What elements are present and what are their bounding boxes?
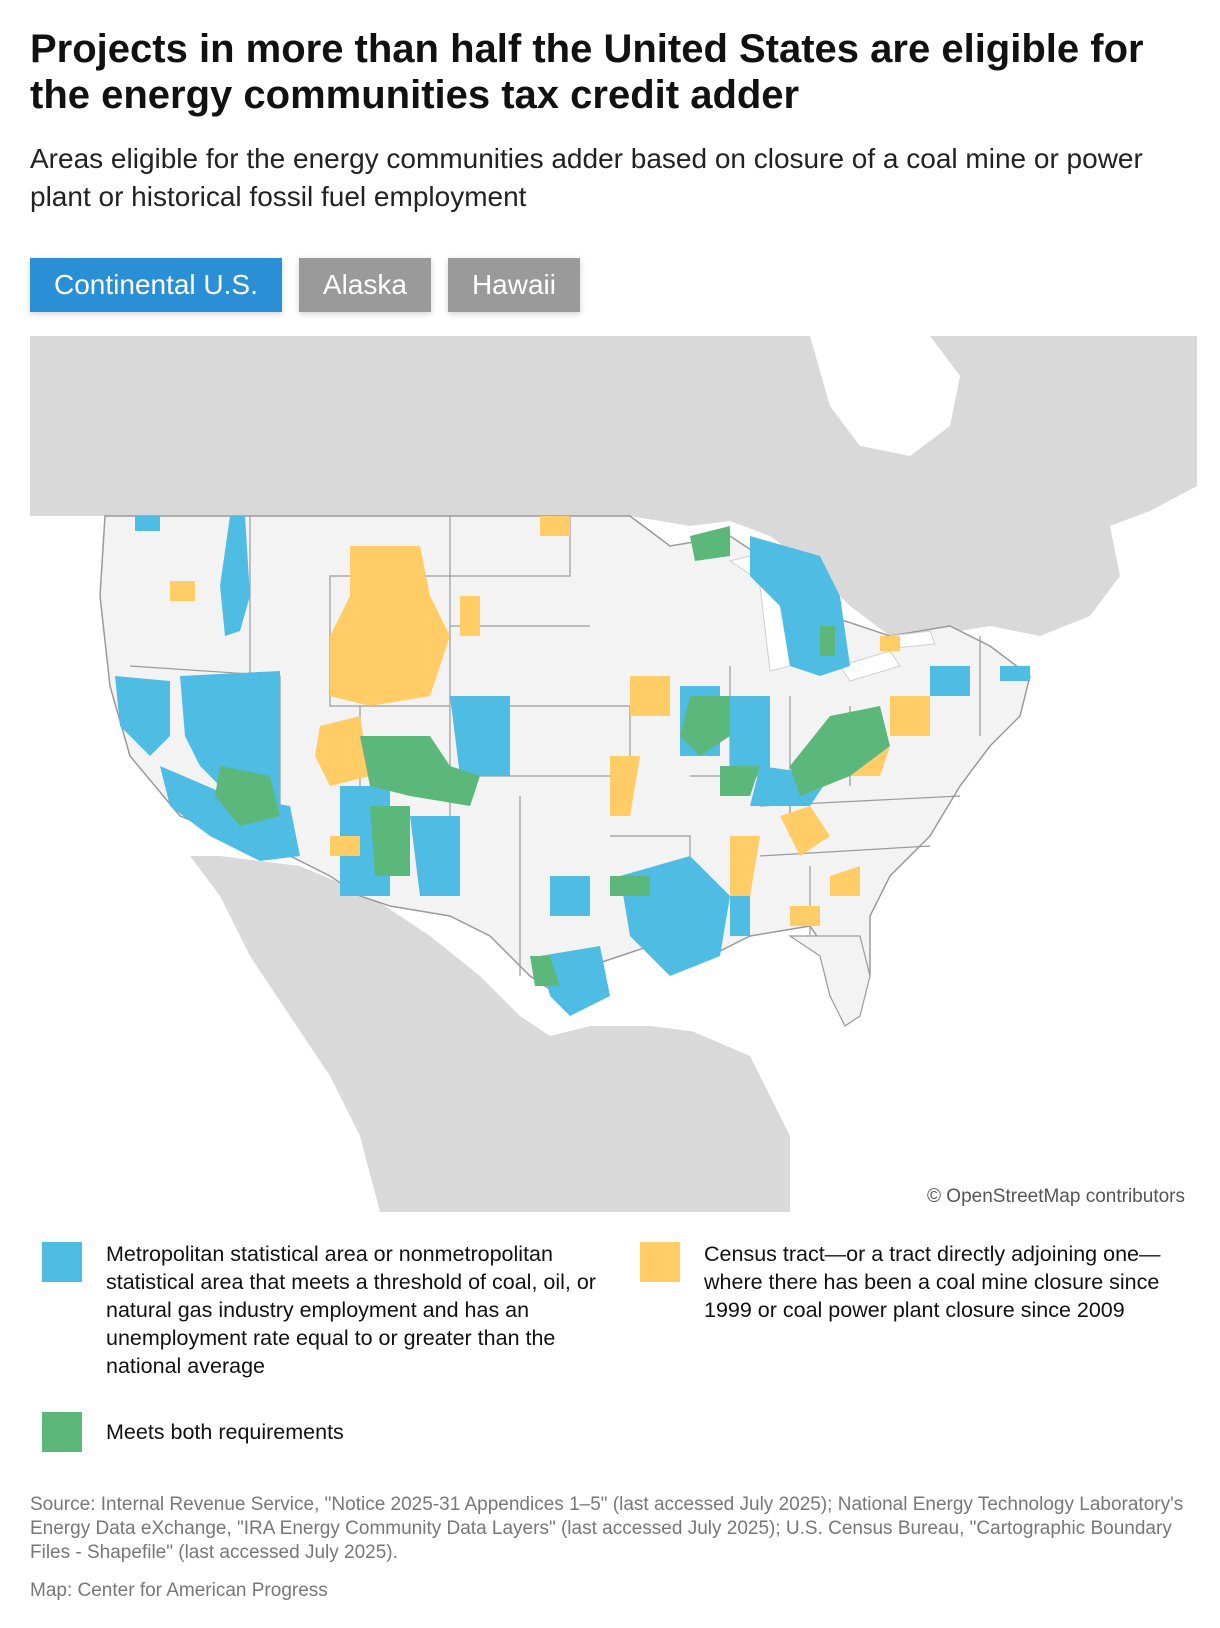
legend-item-both: Meets both requirements — [42, 1410, 602, 1452]
tab-continental-us[interactable]: Continental U.S. — [30, 258, 282, 312]
both-requirements[interactable] — [215, 526, 890, 986]
legend-swatch-census-tract — [640, 1242, 680, 1282]
legend-label-census-tract: Census tract—or a tract directly adjoini… — [704, 1242, 1161, 1322]
pacific-ocean — [30, 516, 380, 1212]
legend-label-both: Meets both requirements — [106, 1420, 344, 1444]
legend-swatch-both — [42, 1412, 82, 1452]
legend-swatch-metro-area — [42, 1242, 82, 1282]
tab-hawaii[interactable]: Hawaii — [447, 258, 580, 312]
map-credit: Map: Center for American Progress — [30, 1580, 328, 1601]
region-tabs: Continental U.S. Alaska Hawaii — [30, 258, 580, 312]
map-panel[interactable]: © OpenStreetMap contributors — [30, 336, 1197, 1212]
legend-label-metro-area: Metropolitan statistical area or nonmetr… — [106, 1242, 596, 1378]
tab-alaska[interactable]: Alaska — [298, 258, 431, 312]
map-svg — [30, 336, 1197, 1212]
chart-subtitle: Areas eligible for the energy communitie… — [30, 143, 1143, 212]
legend-item-census-tract: Census tract—or a tract directly adjoini… — [640, 1240, 1200, 1324]
legend-item-metro-area: Metropolitan statistical area or nonmetr… — [42, 1240, 602, 1380]
map-attribution[interactable]: © OpenStreetMap contributors — [923, 1186, 1189, 1208]
hudson-bay — [810, 336, 960, 456]
source-note: Source: Internal Revenue Service, "Notic… — [30, 1494, 1184, 1563]
chart-title: Projects in more than half the United St… — [30, 27, 1144, 117]
florida — [788, 935, 871, 1027]
